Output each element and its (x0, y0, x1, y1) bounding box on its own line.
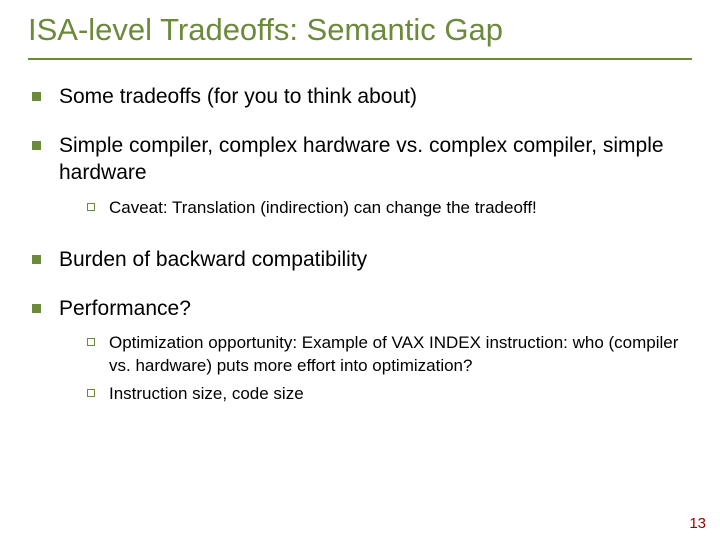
sub-list-item-text: Instruction size, code size (109, 383, 692, 405)
slide-body: Some tradeoffs (for you to think about) … (28, 84, 692, 411)
list-item-content: Burden of backward compatibility (59, 247, 692, 274)
list-item-text: Performance? (59, 296, 692, 323)
sub-list-item-text: Optimization opportunity: Example of VAX… (109, 332, 692, 376)
slide-title: ISA-level Tradeoffs: Semantic Gap (28, 12, 692, 60)
list-item-content: Some tradeoffs (for you to think about) (59, 84, 692, 111)
list-item-content: Performance? Optimization opportunity: E… (59, 296, 692, 411)
page-number: 13 (689, 515, 706, 532)
list-item-text: Some tradeoffs (for you to think about) (59, 84, 692, 111)
bullet-square-icon (32, 141, 41, 150)
sub-list-item-text: Caveat: Translation (indirection) can ch… (109, 197, 692, 219)
list-item: Simple compiler, complex hardware vs. co… (32, 133, 692, 225)
bullet-open-square-icon (87, 338, 95, 346)
bullet-square-icon (32, 92, 41, 101)
list-item-content: Simple compiler, complex hardware vs. co… (59, 133, 692, 225)
list-item-text: Burden of backward compatibility (59, 247, 692, 274)
bullet-square-icon (32, 255, 41, 264)
sub-list-item: Optimization opportunity: Example of VAX… (87, 332, 692, 376)
sub-list-item: Instruction size, code size (87, 383, 692, 405)
bullet-open-square-icon (87, 389, 95, 397)
sub-list: Caveat: Translation (indirection) can ch… (59, 197, 692, 219)
bullet-open-square-icon (87, 203, 95, 211)
list-item-text: Simple compiler, complex hardware vs. co… (59, 133, 692, 187)
sub-list-item: Caveat: Translation (indirection) can ch… (87, 197, 692, 219)
bullet-square-icon (32, 304, 41, 313)
list-item: Performance? Optimization opportunity: E… (32, 296, 692, 411)
list-item: Burden of backward compatibility (32, 247, 692, 274)
list-item: Some tradeoffs (for you to think about) (32, 84, 692, 111)
sub-list: Optimization opportunity: Example of VAX… (59, 332, 692, 404)
slide: ISA-level Tradeoffs: Semantic Gap Some t… (0, 0, 720, 540)
